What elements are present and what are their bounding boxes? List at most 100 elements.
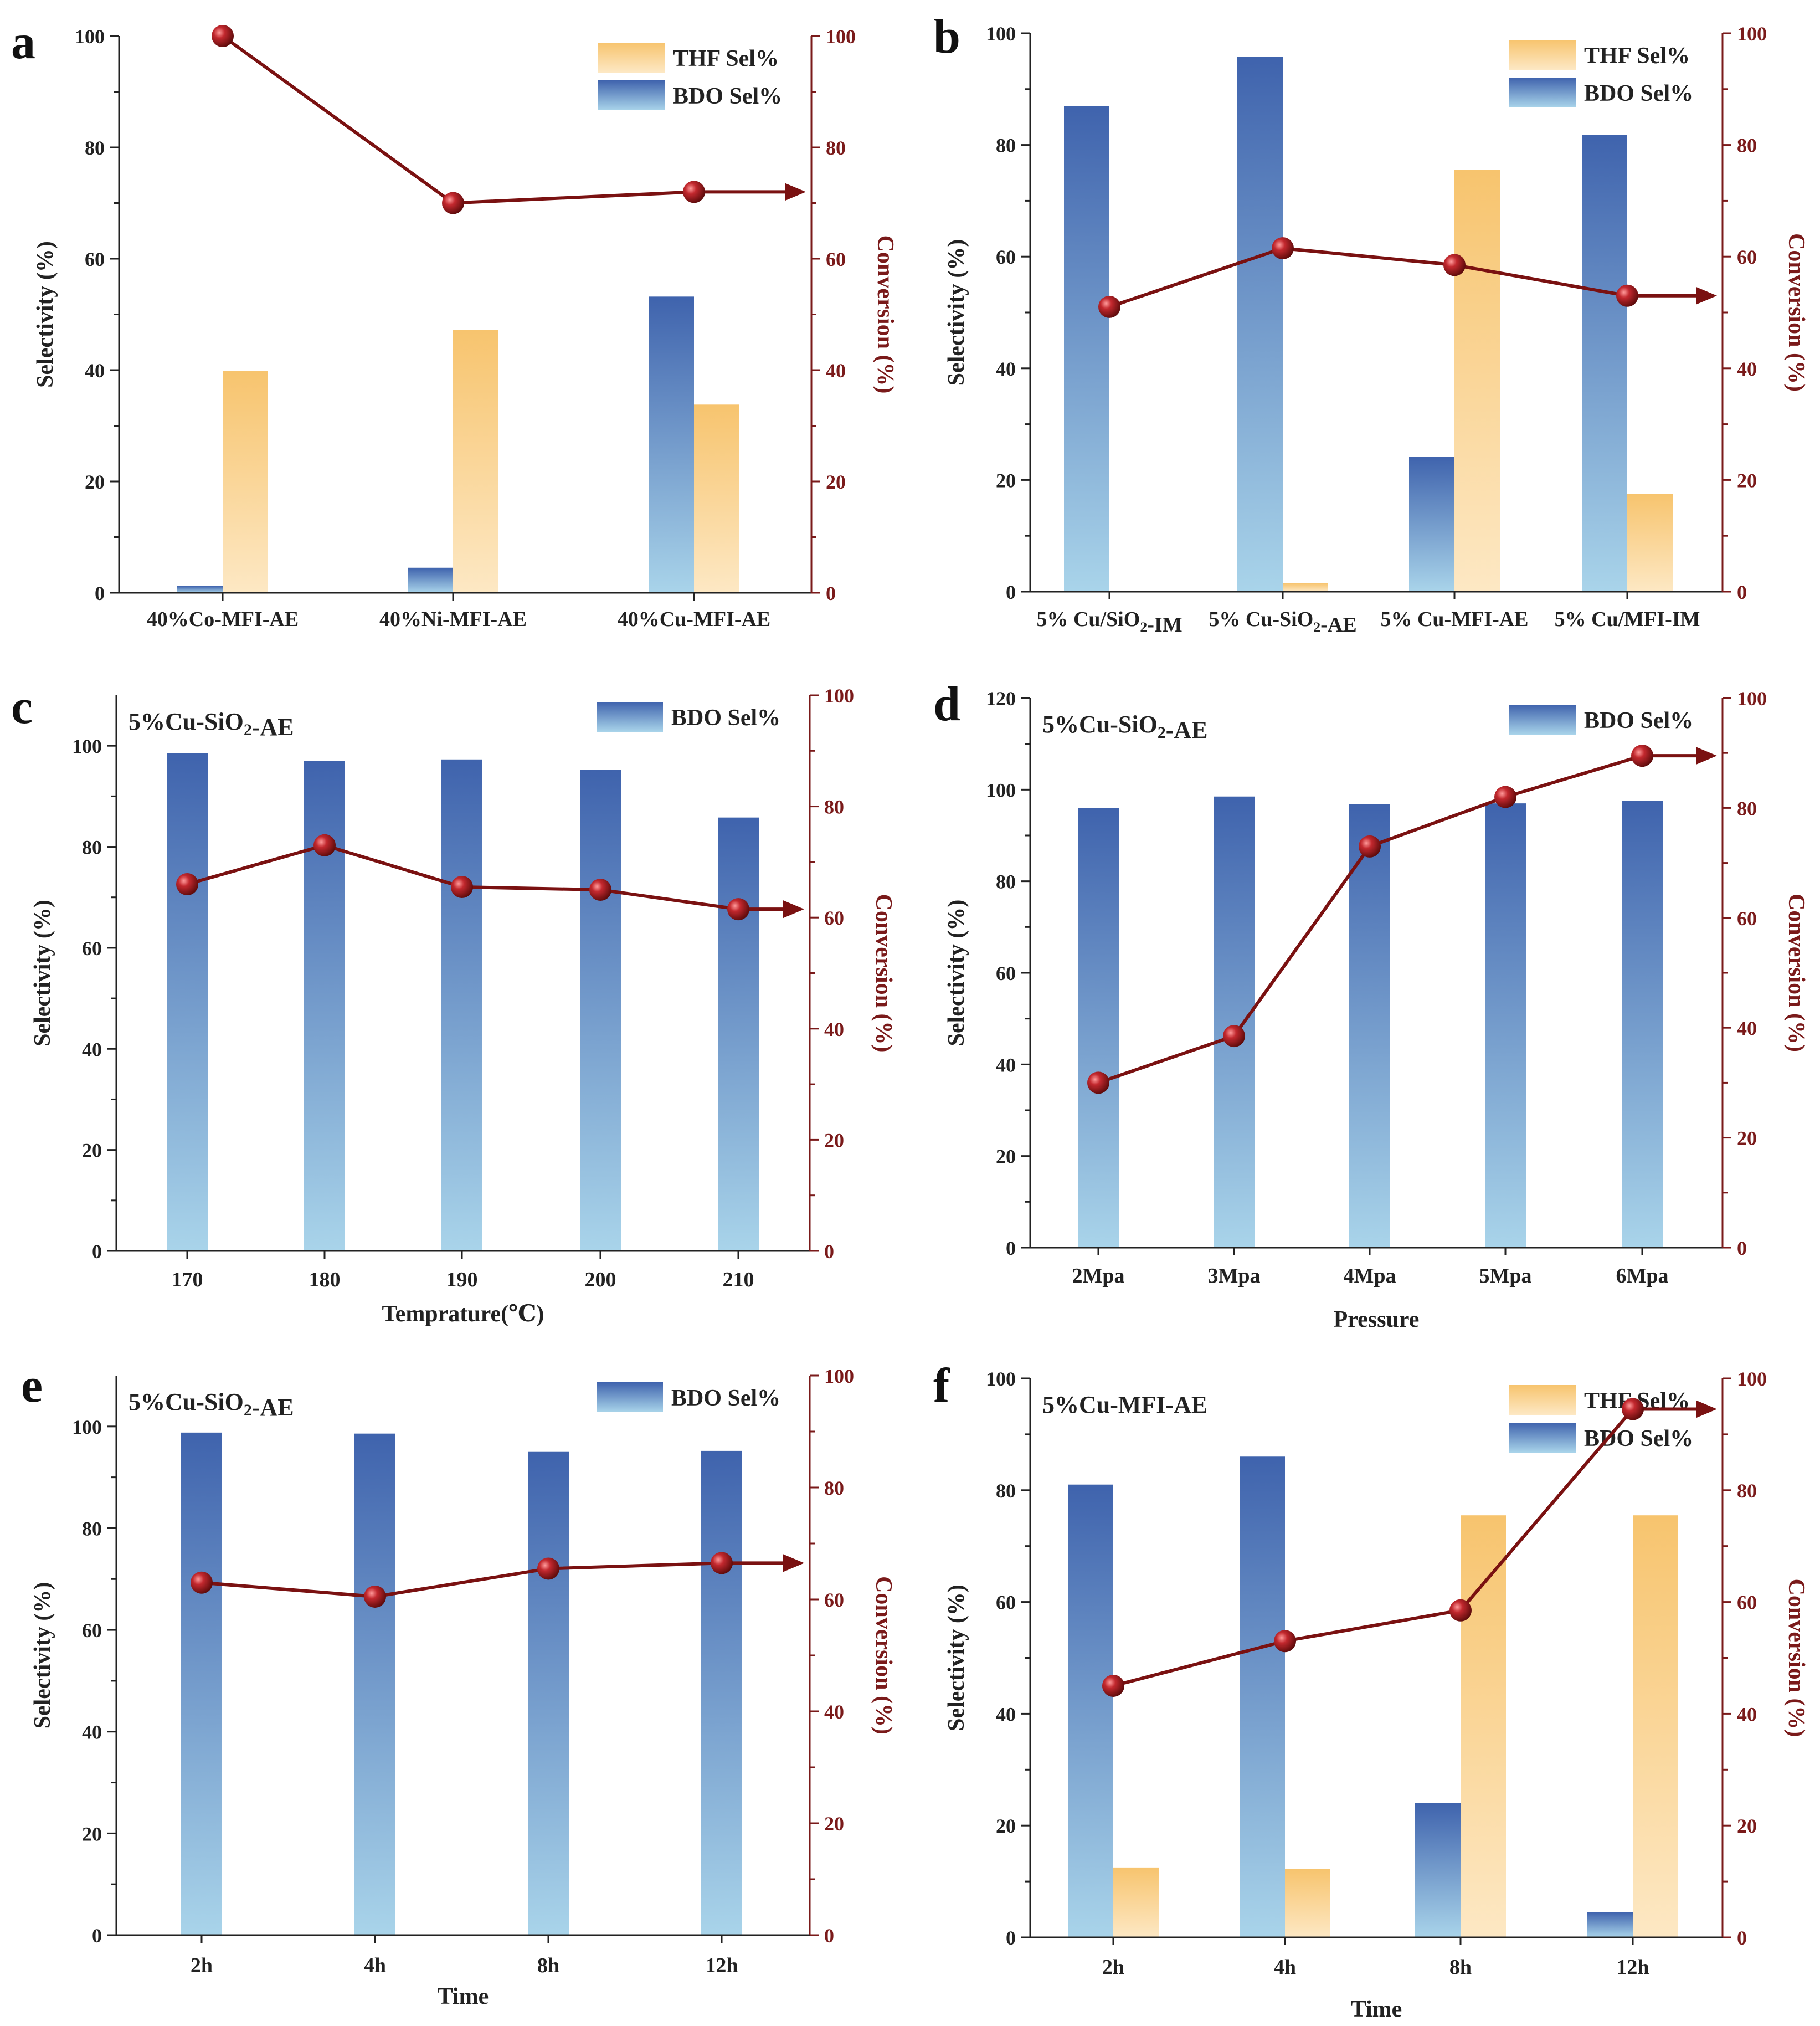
conversion-line bbox=[201, 1561, 722, 1598]
conversion-marker-4mpa bbox=[1359, 835, 1381, 858]
x-tick-label: 170 bbox=[172, 1268, 203, 1291]
inset-label: 5%Cu-MFI-AE bbox=[1042, 1391, 1207, 1418]
panel-letter: c bbox=[11, 680, 33, 734]
y2-tick-label: 40 bbox=[824, 1701, 844, 1723]
thf-bar-5-cu-mfi-ae bbox=[1454, 170, 1500, 592]
x-tick-label: 12h bbox=[1616, 1956, 1649, 1979]
y-tick-label: 60 bbox=[996, 962, 1016, 984]
arrow-right-icon bbox=[1696, 1400, 1717, 1418]
y2-tick-label: 100 bbox=[824, 685, 854, 707]
bdo-bar-5-cu-sio2-ae bbox=[1237, 57, 1283, 592]
y2-tick-label: 100 bbox=[1737, 23, 1767, 45]
y2-tick-label: 60 bbox=[1737, 246, 1757, 268]
legend-label-bdo: BDO Sel% bbox=[673, 84, 782, 109]
y2-tick-label: 0 bbox=[824, 1925, 834, 1947]
bdo-bar-2h bbox=[1068, 1484, 1113, 1937]
thf-bar-12h bbox=[1633, 1515, 1678, 1937]
y2-tick-label: 100 bbox=[1737, 1368, 1767, 1390]
legend-label-bdo: BDO Sel% bbox=[671, 1386, 780, 1411]
conversion-line bbox=[1113, 1408, 1634, 1688]
conversion-marker-8h bbox=[537, 1557, 559, 1580]
x-tick-label: 5% Cu-SiO2-AE bbox=[1209, 608, 1356, 637]
x-tick-label: 3Mpa bbox=[1208, 1264, 1261, 1288]
y-tick-label: 40 bbox=[85, 360, 105, 382]
y-tick-label: 100 bbox=[986, 1368, 1016, 1390]
x-tick-label: 200 bbox=[585, 1268, 616, 1291]
bdo-bar-190 bbox=[441, 759, 482, 1251]
bdo-bar-12h bbox=[701, 1450, 742, 1935]
conversion-marker-180 bbox=[313, 834, 336, 856]
legend-swatch-bdo bbox=[597, 1382, 663, 1412]
y2-axis-title: Conversion (%) bbox=[871, 894, 896, 1053]
y-tick-label: 60 bbox=[82, 937, 102, 960]
y-tick-label: 20 bbox=[996, 1146, 1016, 1168]
bdo-bar-12h bbox=[1587, 1912, 1633, 1937]
thf-bar-5-cu-sio2-ae bbox=[1283, 583, 1328, 592]
bdo-bar-40-co-mfi-ae bbox=[177, 586, 223, 593]
y-axis-title: Selectivity (%) bbox=[30, 1582, 55, 1729]
conversion-marker-170 bbox=[176, 873, 198, 896]
y2-tick-label: 20 bbox=[826, 471, 846, 493]
thf-bar-40-ni-mfi-ae bbox=[453, 330, 498, 593]
conversion-marker-190 bbox=[451, 876, 473, 899]
legend-label-bdo: BDO Sel% bbox=[1584, 708, 1693, 734]
conversion-marker-40-ni-mfi-ae bbox=[442, 192, 464, 214]
y-axis-title: Selectivity (%) bbox=[33, 241, 58, 388]
y2-tick-label: 40 bbox=[824, 1018, 844, 1040]
x-tick-label: 190 bbox=[446, 1268, 478, 1291]
thf-bar-2h bbox=[1113, 1867, 1159, 1937]
x-tick-label: 4Mpa bbox=[1344, 1264, 1396, 1288]
y2-tick-label: 20 bbox=[824, 1813, 844, 1835]
y2-tick-label: 0 bbox=[1737, 1237, 1747, 1259]
y-tick-label: 100 bbox=[72, 1416, 102, 1438]
y-tick-label: 0 bbox=[1006, 1927, 1016, 1949]
conversion-marker-40-cu-mfi-ae bbox=[683, 181, 705, 203]
y-tick-label: 80 bbox=[82, 837, 102, 859]
y2-tick-label: 60 bbox=[826, 248, 846, 270]
y2-axis-title: Conversion (%) bbox=[1783, 1579, 1809, 1737]
x-tick-label: 12h bbox=[705, 1954, 738, 1977]
conversion-marker-5-cu-sio2-im bbox=[1098, 295, 1120, 318]
y2-tick-label: 100 bbox=[824, 1365, 854, 1387]
x-tick-label: 6Mpa bbox=[1616, 1264, 1669, 1288]
conversion-marker-5-cu-sio2-ae bbox=[1272, 237, 1294, 260]
y2-tick-label: 80 bbox=[1737, 135, 1757, 157]
y-tick-label: 0 bbox=[92, 1925, 102, 1947]
arrow-right-icon bbox=[783, 900, 804, 919]
conversion-marker-5-cu-mfi-im bbox=[1616, 284, 1638, 307]
y-tick-label: 80 bbox=[82, 1517, 102, 1540]
x-tick-label: 40%Ni-MFI-AE bbox=[379, 608, 527, 631]
legend-swatch-bdo bbox=[1509, 705, 1576, 735]
y-tick-label: 100 bbox=[986, 23, 1016, 45]
y-tick-label: 80 bbox=[996, 135, 1016, 157]
y-tick-label: 20 bbox=[996, 1815, 1016, 1837]
panel-b: b 0 20 40 60 80 100 0 20 40 60 80 100 5% Cu/SiO2-IM 5%… bbox=[933, 10, 1809, 637]
bdo-bar-5-cu-sio2-im bbox=[1064, 106, 1109, 592]
panel-letter: f bbox=[933, 1359, 950, 1413]
x-tick-label: 2h bbox=[191, 1954, 213, 1977]
thf-bar-40-cu-mfi-ae bbox=[694, 404, 739, 593]
bdo-bar-8h bbox=[1415, 1803, 1461, 1937]
panels-root: a 0 20 40 60 80 100 0 20 40 60 80 100 40%Co-MFI-AE 40%… bbox=[11, 10, 1809, 2022]
bdo-bar-210 bbox=[718, 817, 759, 1251]
panel-letter: a bbox=[11, 16, 35, 69]
y-tick-label: 120 bbox=[986, 688, 1016, 710]
y2-tick-label: 80 bbox=[824, 1477, 844, 1499]
y-axis-title: Selectivity (%) bbox=[944, 900, 969, 1047]
thf-bar-8h bbox=[1461, 1515, 1506, 1937]
y2-axis-title: Conversion (%) bbox=[871, 1576, 896, 1735]
bdo-bar-8h bbox=[528, 1451, 569, 1935]
conversion-marker-210 bbox=[727, 898, 749, 921]
y2-tick-label: 0 bbox=[1737, 581, 1747, 603]
x-tick-label: 5% Cu-MFI-AE bbox=[1380, 608, 1528, 631]
panel-a: a 0 20 40 60 80 100 0 20 40 60 80 100 40%Co-MFI-AE 40%… bbox=[11, 16, 898, 631]
arrow-right-icon bbox=[785, 183, 806, 201]
x-tick-label: 5% Cu/SiO2-IM bbox=[1036, 608, 1182, 637]
x-axis-title: Temprature(℃) bbox=[382, 1301, 544, 1327]
conversion-marker-4h bbox=[1274, 1630, 1296, 1653]
bdo-bar-6mpa bbox=[1622, 801, 1663, 1248]
legend-swatch-bdo bbox=[598, 80, 665, 110]
y2-tick-label: 0 bbox=[824, 1240, 834, 1263]
y-axis-title: Selectivity (%) bbox=[944, 1584, 969, 1731]
x-tick-label: 4h bbox=[1274, 1956, 1296, 1979]
